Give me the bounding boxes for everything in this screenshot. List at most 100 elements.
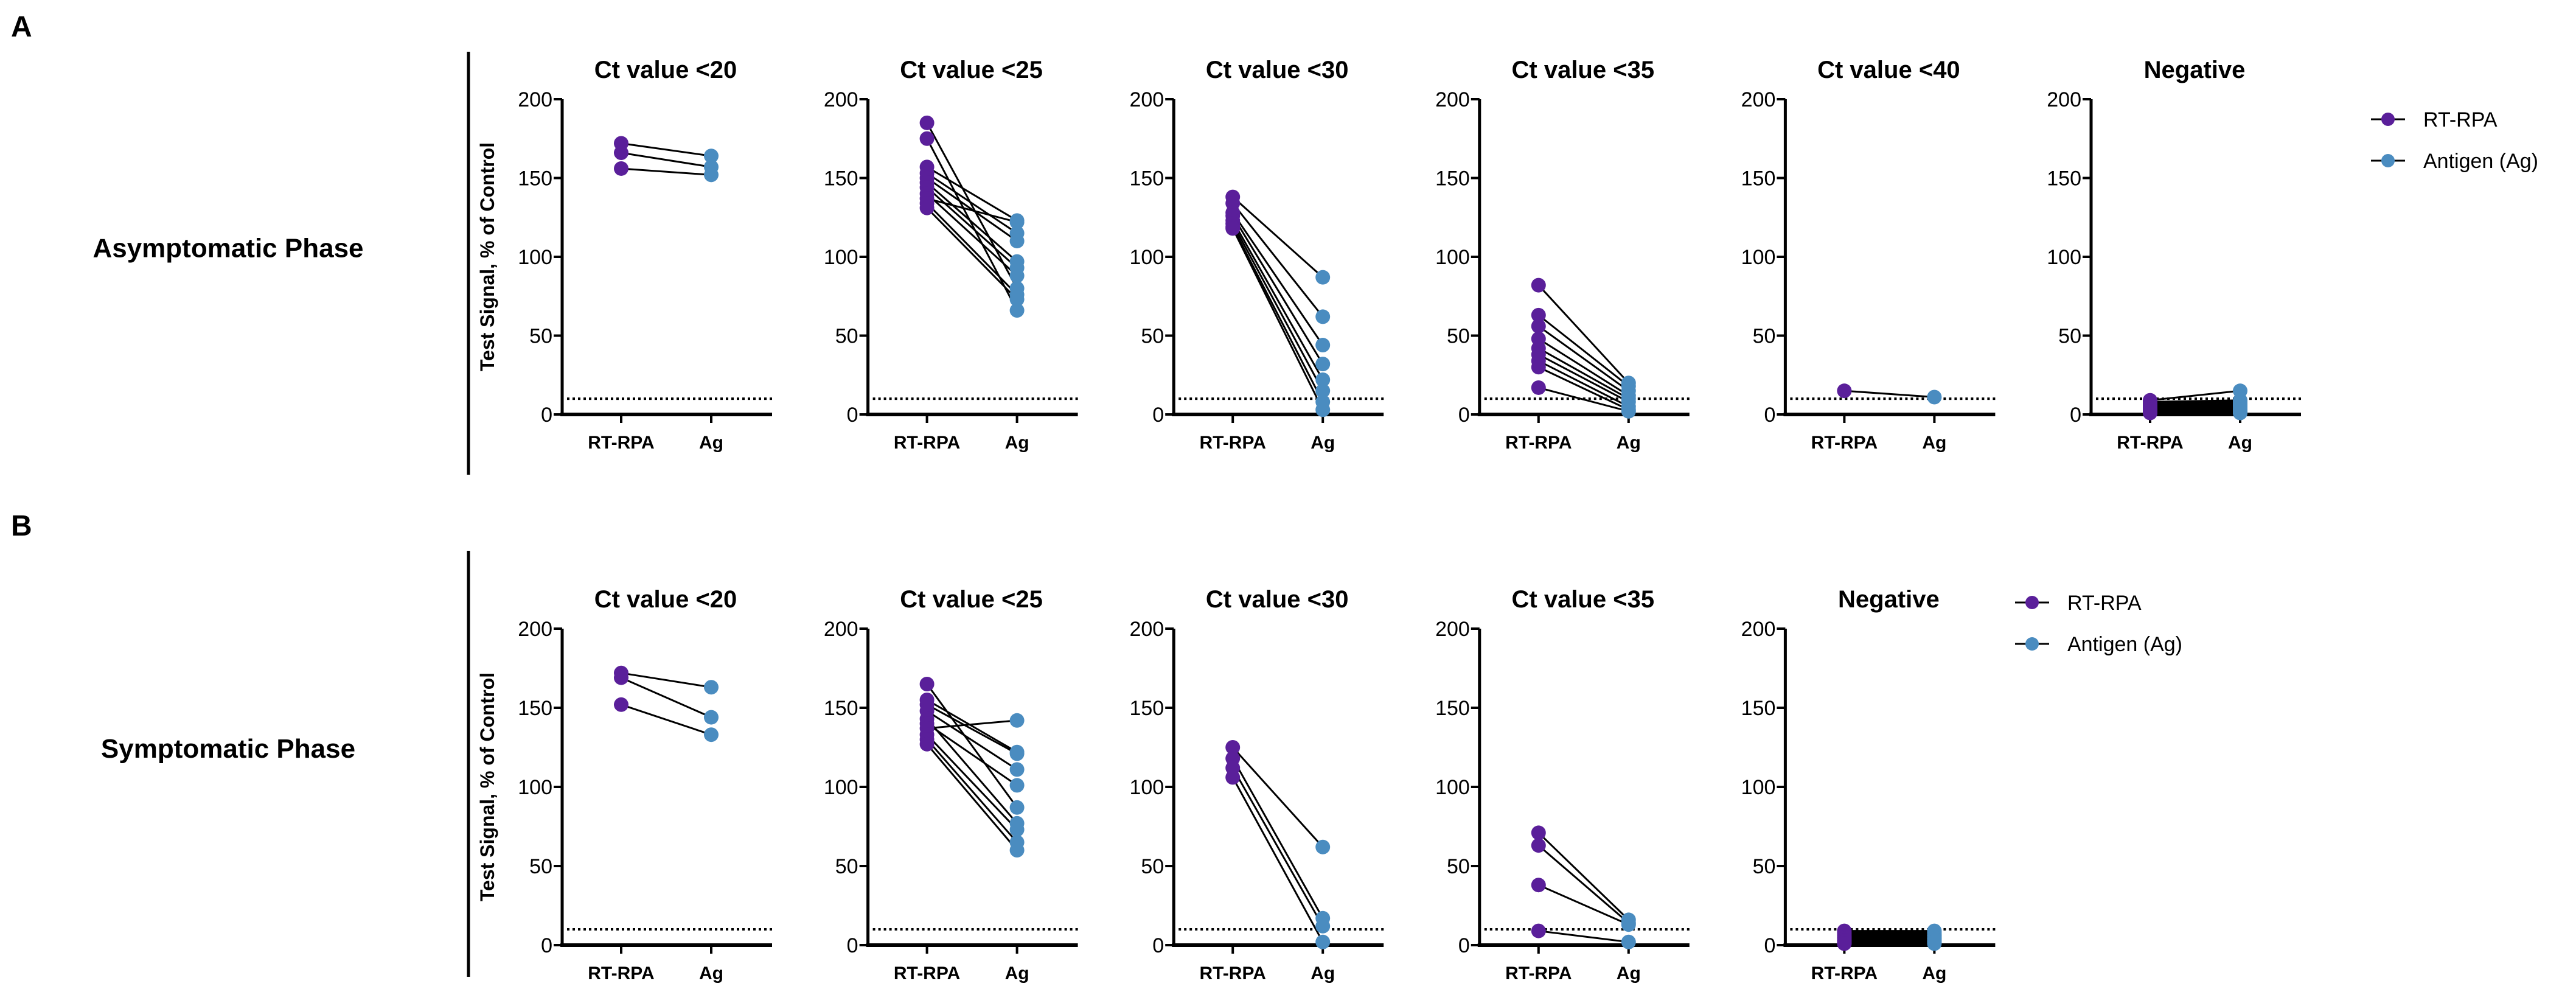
pair-line xyxy=(2150,389,2241,402)
x-tick-label: RT-RPA xyxy=(1505,433,1572,453)
y-tick-label: 200 xyxy=(1435,618,1470,641)
row-b: B Symptomatic Phase Test Signal, % of Cont… xyxy=(11,510,2182,983)
x-tick-label: Ag xyxy=(1311,963,1335,983)
pair-line xyxy=(927,197,1017,223)
y-tick-label: 200 xyxy=(2047,88,2081,111)
y-tick-label: 100 xyxy=(518,246,552,269)
pair-line xyxy=(926,683,1018,808)
subplot: Ct value <20 0 50 100 150 200 RT-RPA Ag xyxy=(518,57,772,453)
antigen-point xyxy=(1315,934,1331,949)
subplot-title: Ct value <25 xyxy=(900,586,1043,613)
pair-line xyxy=(621,672,712,688)
y-tick-label: 200 xyxy=(1129,88,1164,111)
pair-line xyxy=(1231,215,1324,365)
pair-line xyxy=(926,734,1018,831)
subplot: Ct value <25 0 50 100 150 200 RT-RPA Ag xyxy=(824,586,1078,983)
subplot-title: Ct value <25 xyxy=(900,57,1043,83)
antigen-point xyxy=(1315,383,1331,399)
y-tick-label: 100 xyxy=(2047,246,2081,269)
y-tick-label: 0 xyxy=(2070,403,2081,427)
antigen-point xyxy=(1009,800,1025,815)
legend: RT-RPA Antigen (Ag) xyxy=(2371,108,2538,173)
antigen-point xyxy=(1315,338,1331,353)
y-tick-label: 150 xyxy=(824,697,858,720)
y-tick-label: 100 xyxy=(1129,776,1164,799)
x-tick-label: Ag xyxy=(699,963,723,983)
subplot-title: Negative xyxy=(1838,586,1940,613)
antigen-point xyxy=(704,148,719,164)
subplot: Ct value <35 0 50 100 150 200 RT-RPA Ag xyxy=(1435,586,1690,983)
y-tick-label: 200 xyxy=(518,618,552,641)
y-tick-label: 50 xyxy=(835,325,858,348)
pair-line xyxy=(1844,389,1935,399)
pair-line xyxy=(926,722,1018,786)
y-tick-label: 0 xyxy=(847,934,858,957)
y-tick-label: 100 xyxy=(1741,776,1776,799)
subplot: Ct value <35 0 50 100 150 200 RT-RPA Ag xyxy=(1435,57,1690,453)
rt-rpa-point xyxy=(614,670,628,685)
antigen-point xyxy=(1009,215,1025,230)
x-tick-label: RT-RPA xyxy=(894,433,960,453)
subplot-title: Ct value <30 xyxy=(1206,586,1349,613)
subplot-title: Ct value <40 xyxy=(1817,57,1960,83)
y-tick-label: 0 xyxy=(541,403,552,427)
y-tick-label: 200 xyxy=(824,618,858,641)
row-label: Asymptomatic Phase xyxy=(92,234,363,264)
pair-line xyxy=(927,719,1017,730)
pair-line xyxy=(926,186,1018,269)
antigen-point xyxy=(1009,778,1025,793)
y-tick-label: 100 xyxy=(1435,246,1470,269)
y-tick-label: 150 xyxy=(1741,697,1776,720)
pair-line xyxy=(1231,212,1324,346)
x-tick-label: RT-RPA xyxy=(2117,433,2183,453)
antigen-point xyxy=(1009,822,1025,837)
pair-line xyxy=(926,193,1018,277)
pair-line xyxy=(926,739,1018,843)
y-tick-label: 200 xyxy=(824,88,858,111)
antigen-point xyxy=(1927,936,1942,951)
pair-line xyxy=(1538,930,1629,943)
pair-line xyxy=(926,743,1018,851)
antigen-point xyxy=(1009,292,1025,307)
pair-line xyxy=(621,677,712,718)
rt-rpa-point xyxy=(1531,278,1546,293)
pair-line xyxy=(926,166,1018,222)
pair-line xyxy=(926,182,1018,262)
antigen-point xyxy=(1621,917,1636,932)
subplot-title: Negative xyxy=(2144,57,2246,83)
pair-line xyxy=(1538,884,1629,926)
antigen-point xyxy=(704,680,719,695)
antigen-point xyxy=(1621,403,1636,419)
pair-line xyxy=(1231,767,1324,927)
y-tick-label: 50 xyxy=(1141,325,1164,348)
rt-rpa-point xyxy=(1531,838,1546,853)
x-tick-label: Ag xyxy=(2228,433,2252,453)
y-tick-label: 50 xyxy=(1447,855,1470,878)
antigen-point xyxy=(1009,843,1025,858)
subplot: Negative 0 50 100 150 200 RT-RPA Ag xyxy=(1741,586,1996,983)
antigen-point xyxy=(1315,402,1331,417)
rt-rpa-point xyxy=(1531,318,1546,334)
rt-rpa-point xyxy=(919,131,935,146)
rt-rpa-point xyxy=(1531,380,1546,395)
antigen-point xyxy=(1009,234,1025,249)
y-tick-label: 50 xyxy=(2058,325,2081,348)
subplot: Ct value <40 0 50 100 150 200 RT-RPA Ag xyxy=(1741,57,1996,453)
panel-label: B xyxy=(11,510,32,542)
y-tick-label: 200 xyxy=(1129,618,1164,641)
subplot: Ct value <30 0 50 100 150 200 RT-RPA Ag xyxy=(1129,586,1384,983)
antigen-point xyxy=(704,710,719,725)
rt-rpa-point xyxy=(1531,878,1546,893)
antigen-point xyxy=(1315,918,1331,934)
pair-line xyxy=(1537,284,1629,384)
y-tick-label: 50 xyxy=(1753,325,1776,348)
legend-antigen-marker xyxy=(2381,154,2395,167)
antigen-point xyxy=(704,727,719,742)
x-tick-label: Ag xyxy=(1311,433,1335,453)
y-tick-label: 200 xyxy=(518,88,552,111)
subplot: Ct value <30 0 50 100 150 200 RT-RPA Ag xyxy=(1129,57,1384,453)
y-tick-label: 150 xyxy=(1741,167,1776,190)
pair-line xyxy=(1537,832,1629,921)
y-tick-label: 150 xyxy=(518,697,552,720)
